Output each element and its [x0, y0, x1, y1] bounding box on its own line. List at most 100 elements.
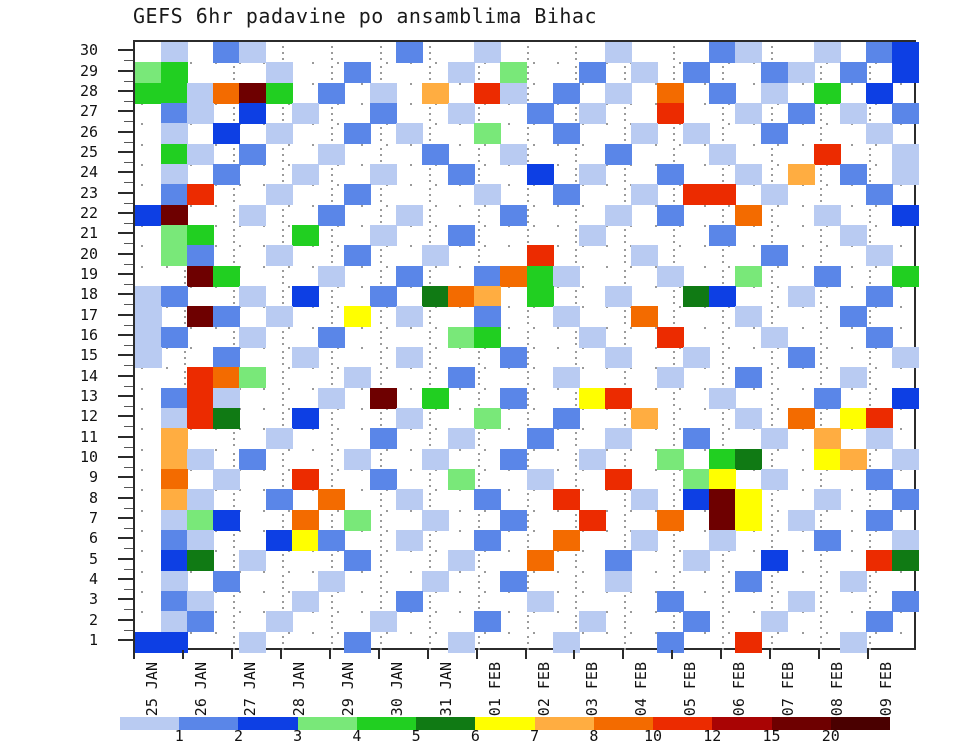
- heatmap-cell: [448, 631, 476, 653]
- heatmap-cell: [891, 530, 919, 551]
- colorbar-band: [534, 717, 594, 730]
- y-tick-minor: [124, 263, 133, 265]
- heatmap-cell: [552, 306, 580, 328]
- heatmap-cell: [735, 570, 763, 592]
- heatmap-cell: [657, 82, 684, 104]
- heatmap-cell: [683, 550, 711, 572]
- y-tick-minor: [124, 202, 133, 204]
- y-tick-minor: [124, 223, 133, 224]
- heatmap-cell: [552, 530, 580, 551]
- heatmap-cell: [213, 367, 241, 389]
- heatmap-cell: [135, 82, 162, 104]
- heatmap-cell: [813, 489, 841, 511]
- y-tick-mark: [118, 577, 133, 580]
- y-tick-mark: [118, 435, 133, 438]
- heatmap-cell: [526, 428, 554, 450]
- heatmap-cell: [526, 286, 554, 307]
- heatmap-cell: [474, 306, 502, 328]
- heatmap-cell: [213, 164, 241, 185]
- y-tick-minor: [124, 324, 133, 326]
- heatmap-cell: [604, 347, 632, 368]
- heatmap-cell: [578, 103, 606, 124]
- x-tick-mark: [867, 650, 870, 659]
- y-tick-minor: [124, 365, 133, 367]
- heatmap-cell: [187, 82, 215, 104]
- y-tick-label: 28: [79, 81, 98, 100]
- heatmap-cell: [500, 62, 528, 84]
- x-tick-label: 27 JAN: [240, 662, 259, 717]
- colorbar-tick-label: 3: [293, 727, 303, 745]
- heatmap-cell: [161, 62, 189, 84]
- x-tick-mark: [769, 650, 772, 659]
- heatmap-cell: [187, 103, 215, 124]
- heatmap-cell: [709, 489, 737, 511]
- heatmap-cell: [839, 103, 867, 124]
- heatmap-cell: [709, 42, 737, 63]
- heatmap-cell: [891, 143, 919, 165]
- heatmap-cell: [448, 326, 476, 348]
- heatmap-cell: [891, 265, 919, 287]
- heatmap-cell: [396, 489, 423, 511]
- heatmap-cell: [813, 143, 841, 165]
- y-tick-mark: [118, 354, 133, 357]
- heatmap-cell: [865, 123, 893, 145]
- y-tick-label: 16: [79, 325, 98, 344]
- heatmap-cell: [343, 245, 371, 267]
- heatmap-cell: [526, 591, 554, 612]
- heatmap-cell: [709, 286, 737, 307]
- heatmap-cell: [813, 265, 841, 287]
- heatmap-cell: [839, 225, 867, 246]
- heatmap-cell: [891, 62, 919, 84]
- heatmap-cell: [161, 489, 189, 511]
- heatmap-cell: [761, 82, 789, 104]
- y-tick-label: 29: [79, 61, 98, 80]
- y-tick-mark: [118, 394, 133, 397]
- heatmap-cell: [630, 62, 658, 84]
- x-tick-label: 05 FEB: [681, 662, 700, 717]
- heatmap-cell: [709, 387, 737, 409]
- colorbar-tick-label: 2: [233, 727, 243, 745]
- heatmap-cell: [839, 631, 867, 653]
- heatmap-cell: [239, 326, 267, 348]
- heatmap-cell: [735, 42, 763, 63]
- y-tick-label: 8: [88, 488, 98, 507]
- heatmap-cell: [474, 42, 502, 63]
- heatmap-cell: [448, 428, 476, 450]
- heatmap-cell: [291, 347, 319, 368]
- y-tick-mark: [118, 516, 133, 519]
- heatmap-cell: [213, 265, 241, 287]
- heatmap-cell: [187, 611, 215, 633]
- heatmap-cell: [187, 530, 215, 551]
- heatmap-cell: [787, 286, 815, 307]
- heatmap-cell: [657, 631, 684, 653]
- y-tick-mark: [118, 293, 133, 296]
- y-tick-mark: [118, 598, 133, 601]
- heatmap-cell: [552, 408, 580, 429]
- heatmap-cell: [735, 448, 763, 470]
- heatmap-cell: [213, 387, 241, 409]
- heatmap-cell: [213, 42, 241, 63]
- heatmap-cell: [448, 62, 476, 84]
- y-tick-minor: [124, 548, 133, 550]
- heatmap-cell: [865, 550, 893, 572]
- heatmap-cell: [135, 204, 162, 226]
- y-tick-mark: [118, 638, 133, 641]
- heatmap-cell: [291, 103, 319, 124]
- heatmap-cell: [239, 550, 267, 572]
- y-tick-label: 18: [79, 285, 98, 304]
- heatmap-cell: [813, 42, 841, 63]
- heatmap-cell: [787, 591, 815, 612]
- heatmap-cell: [735, 367, 763, 389]
- heatmap-cell: [526, 265, 554, 287]
- x-tick-label: 03 FEB: [583, 662, 602, 717]
- heatmap-cell: [317, 82, 345, 104]
- heatmap-cell: [735, 265, 763, 287]
- colorbar-band: [120, 717, 180, 730]
- y-tick-minor: [124, 385, 133, 387]
- heatmap-cell: [761, 245, 789, 267]
- heatmap-cell: [891, 448, 919, 470]
- heatmap-cell: [396, 265, 423, 287]
- heatmap-cell: [891, 550, 919, 572]
- heatmap-cell: [317, 204, 345, 226]
- heatmap-cell: [604, 387, 632, 409]
